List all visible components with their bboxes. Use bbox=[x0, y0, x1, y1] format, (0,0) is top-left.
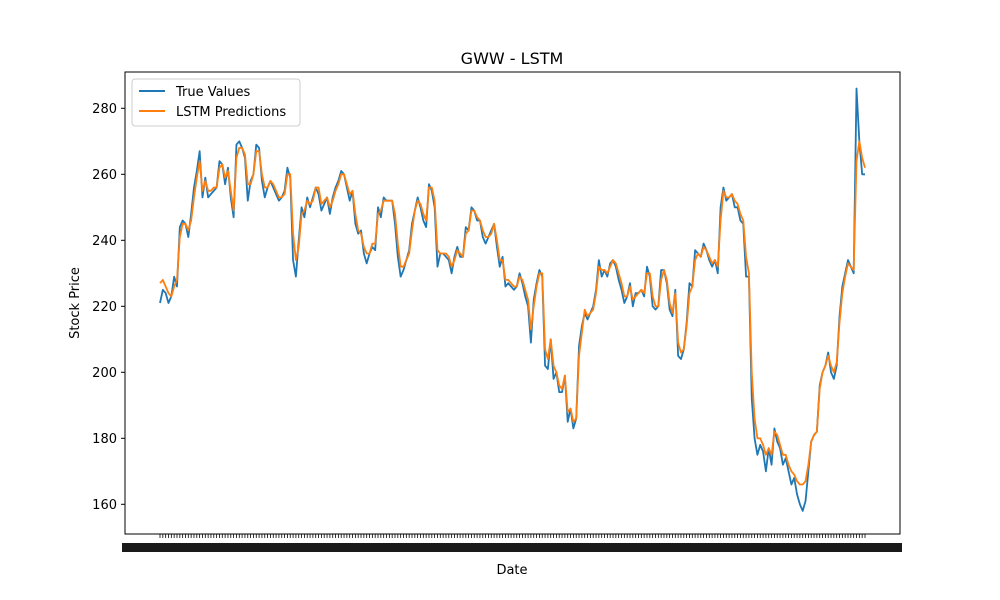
series-line-lstm-predictions bbox=[159, 140, 866, 486]
series-line-true-values bbox=[159, 87, 865, 512]
plot-frame bbox=[124, 71, 901, 535]
y-tick-label: 220 bbox=[92, 300, 117, 315]
legend: True Values LSTM Predictions bbox=[131, 78, 301, 127]
series-lines bbox=[159, 87, 866, 512]
y-tick-label: 180 bbox=[92, 432, 117, 447]
y-tick-label: 260 bbox=[92, 168, 117, 183]
y-tick-label: 160 bbox=[92, 498, 117, 513]
y-axis-label: Stock Price bbox=[68, 267, 83, 339]
y-tick-label: 280 bbox=[92, 102, 117, 117]
y-tick-label: 240 bbox=[92, 234, 117, 249]
x-axis-label: Date bbox=[496, 563, 527, 578]
x-ticks bbox=[122, 534, 902, 552]
legend-label-true-values: True Values bbox=[175, 85, 250, 100]
y-tick-label: 200 bbox=[92, 366, 117, 381]
legend-label-lstm-predictions: LSTM Predictions bbox=[176, 105, 286, 120]
x-tick-labels-overlap bbox=[122, 543, 902, 552]
legend-box bbox=[131, 78, 301, 127]
y-ticks: 160 180 200 220 240 260 280 bbox=[92, 102, 125, 513]
chart-title: GWW - LSTM bbox=[461, 49, 564, 68]
